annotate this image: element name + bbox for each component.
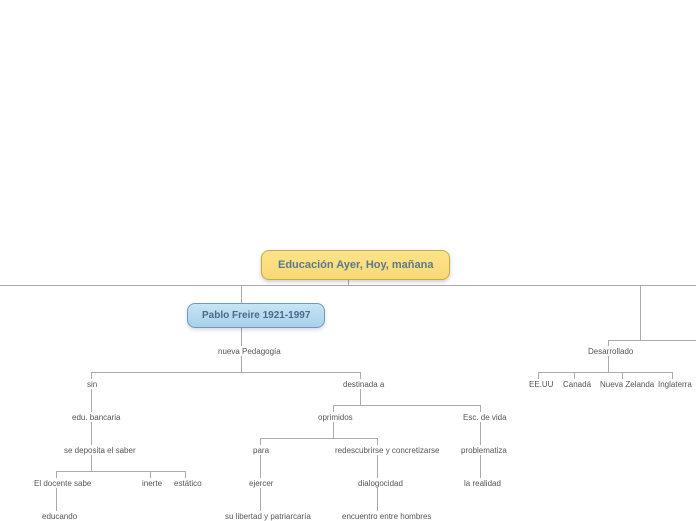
connector: [672, 372, 673, 379]
node-se-deposita[interactable]: se deposita el saber: [64, 446, 136, 455]
connector: [241, 356, 242, 372]
connector: [538, 372, 673, 373]
node-inglaterra[interactable]: Inglaterra: [658, 380, 692, 389]
node-nueva-zelanda[interactable]: Nueva Zelanda: [600, 380, 654, 389]
connector: [0, 285, 696, 286]
connector: [150, 471, 151, 478]
connector: [360, 389, 361, 405]
node-la-realidad[interactable]: la realidad: [464, 479, 501, 488]
connector: [91, 372, 92, 379]
connector: [377, 438, 378, 445]
connector: [260, 438, 378, 439]
node-destinada-a[interactable]: destinada a: [343, 380, 384, 389]
node-redescubrirse[interactable]: redescubrirse y concretizarse: [335, 446, 439, 455]
node-sin[interactable]: sin: [87, 380, 97, 389]
connector: [333, 405, 481, 406]
node-eeuu[interactable]: EE.UU: [529, 380, 553, 389]
connector: [622, 372, 623, 379]
node-inerte[interactable]: inerte: [142, 479, 162, 488]
root-node[interactable]: Educación Ayer, Hoy, mañana: [261, 250, 450, 280]
connector: [56, 471, 57, 478]
node-edu-bancaria[interactable]: edu. bancaria: [72, 413, 120, 422]
node-oprimidos[interactable]: oprimidos: [318, 413, 353, 422]
connector: [91, 372, 361, 373]
connector: [91, 422, 92, 445]
connector: [538, 372, 539, 379]
node-desarrollado[interactable]: Desarrollado: [588, 347, 633, 356]
node-esc-de-vida[interactable]: Esc. de vida: [463, 413, 507, 422]
connector: [608, 356, 609, 372]
node-docente-sabe[interactable]: El docente sabe: [34, 479, 91, 488]
node-nueva-pedagogia[interactable]: nueva Pedagogía: [218, 347, 281, 356]
root-label: Educación Ayer, Hoy, mañana: [278, 259, 433, 271]
node-dialogocidad[interactable]: dialogocidad: [358, 479, 403, 488]
connector: [56, 488, 57, 511]
connector: [260, 488, 261, 511]
connector: [333, 405, 334, 412]
connector: [574, 372, 575, 379]
node-canada[interactable]: Canadá: [563, 380, 591, 389]
node-para[interactable]: para: [253, 446, 269, 455]
node-ejercer[interactable]: ejercer: [249, 479, 273, 488]
pablo-label: Pablo Freire 1921-1997: [202, 310, 310, 321]
connector: [185, 471, 186, 478]
connector: [480, 405, 481, 412]
connector: [91, 389, 92, 412]
connector: [241, 285, 242, 303]
node-estatico[interactable]: estático: [174, 479, 202, 488]
connector: [480, 422, 481, 445]
connector: [608, 340, 609, 346]
connector: [640, 285, 641, 340]
connector: [333, 422, 334, 438]
connector: [360, 372, 361, 379]
connector: [56, 471, 186, 472]
connector: [480, 455, 481, 478]
node-problematiza[interactable]: problematiza: [461, 446, 507, 455]
connector: [260, 455, 261, 478]
connector: [377, 488, 378, 511]
connector: [91, 455, 92, 471]
connector: [608, 340, 696, 341]
connector: [260, 438, 261, 445]
pablo-node[interactable]: Pablo Freire 1921-1997: [187, 303, 325, 328]
connector: [377, 455, 378, 478]
